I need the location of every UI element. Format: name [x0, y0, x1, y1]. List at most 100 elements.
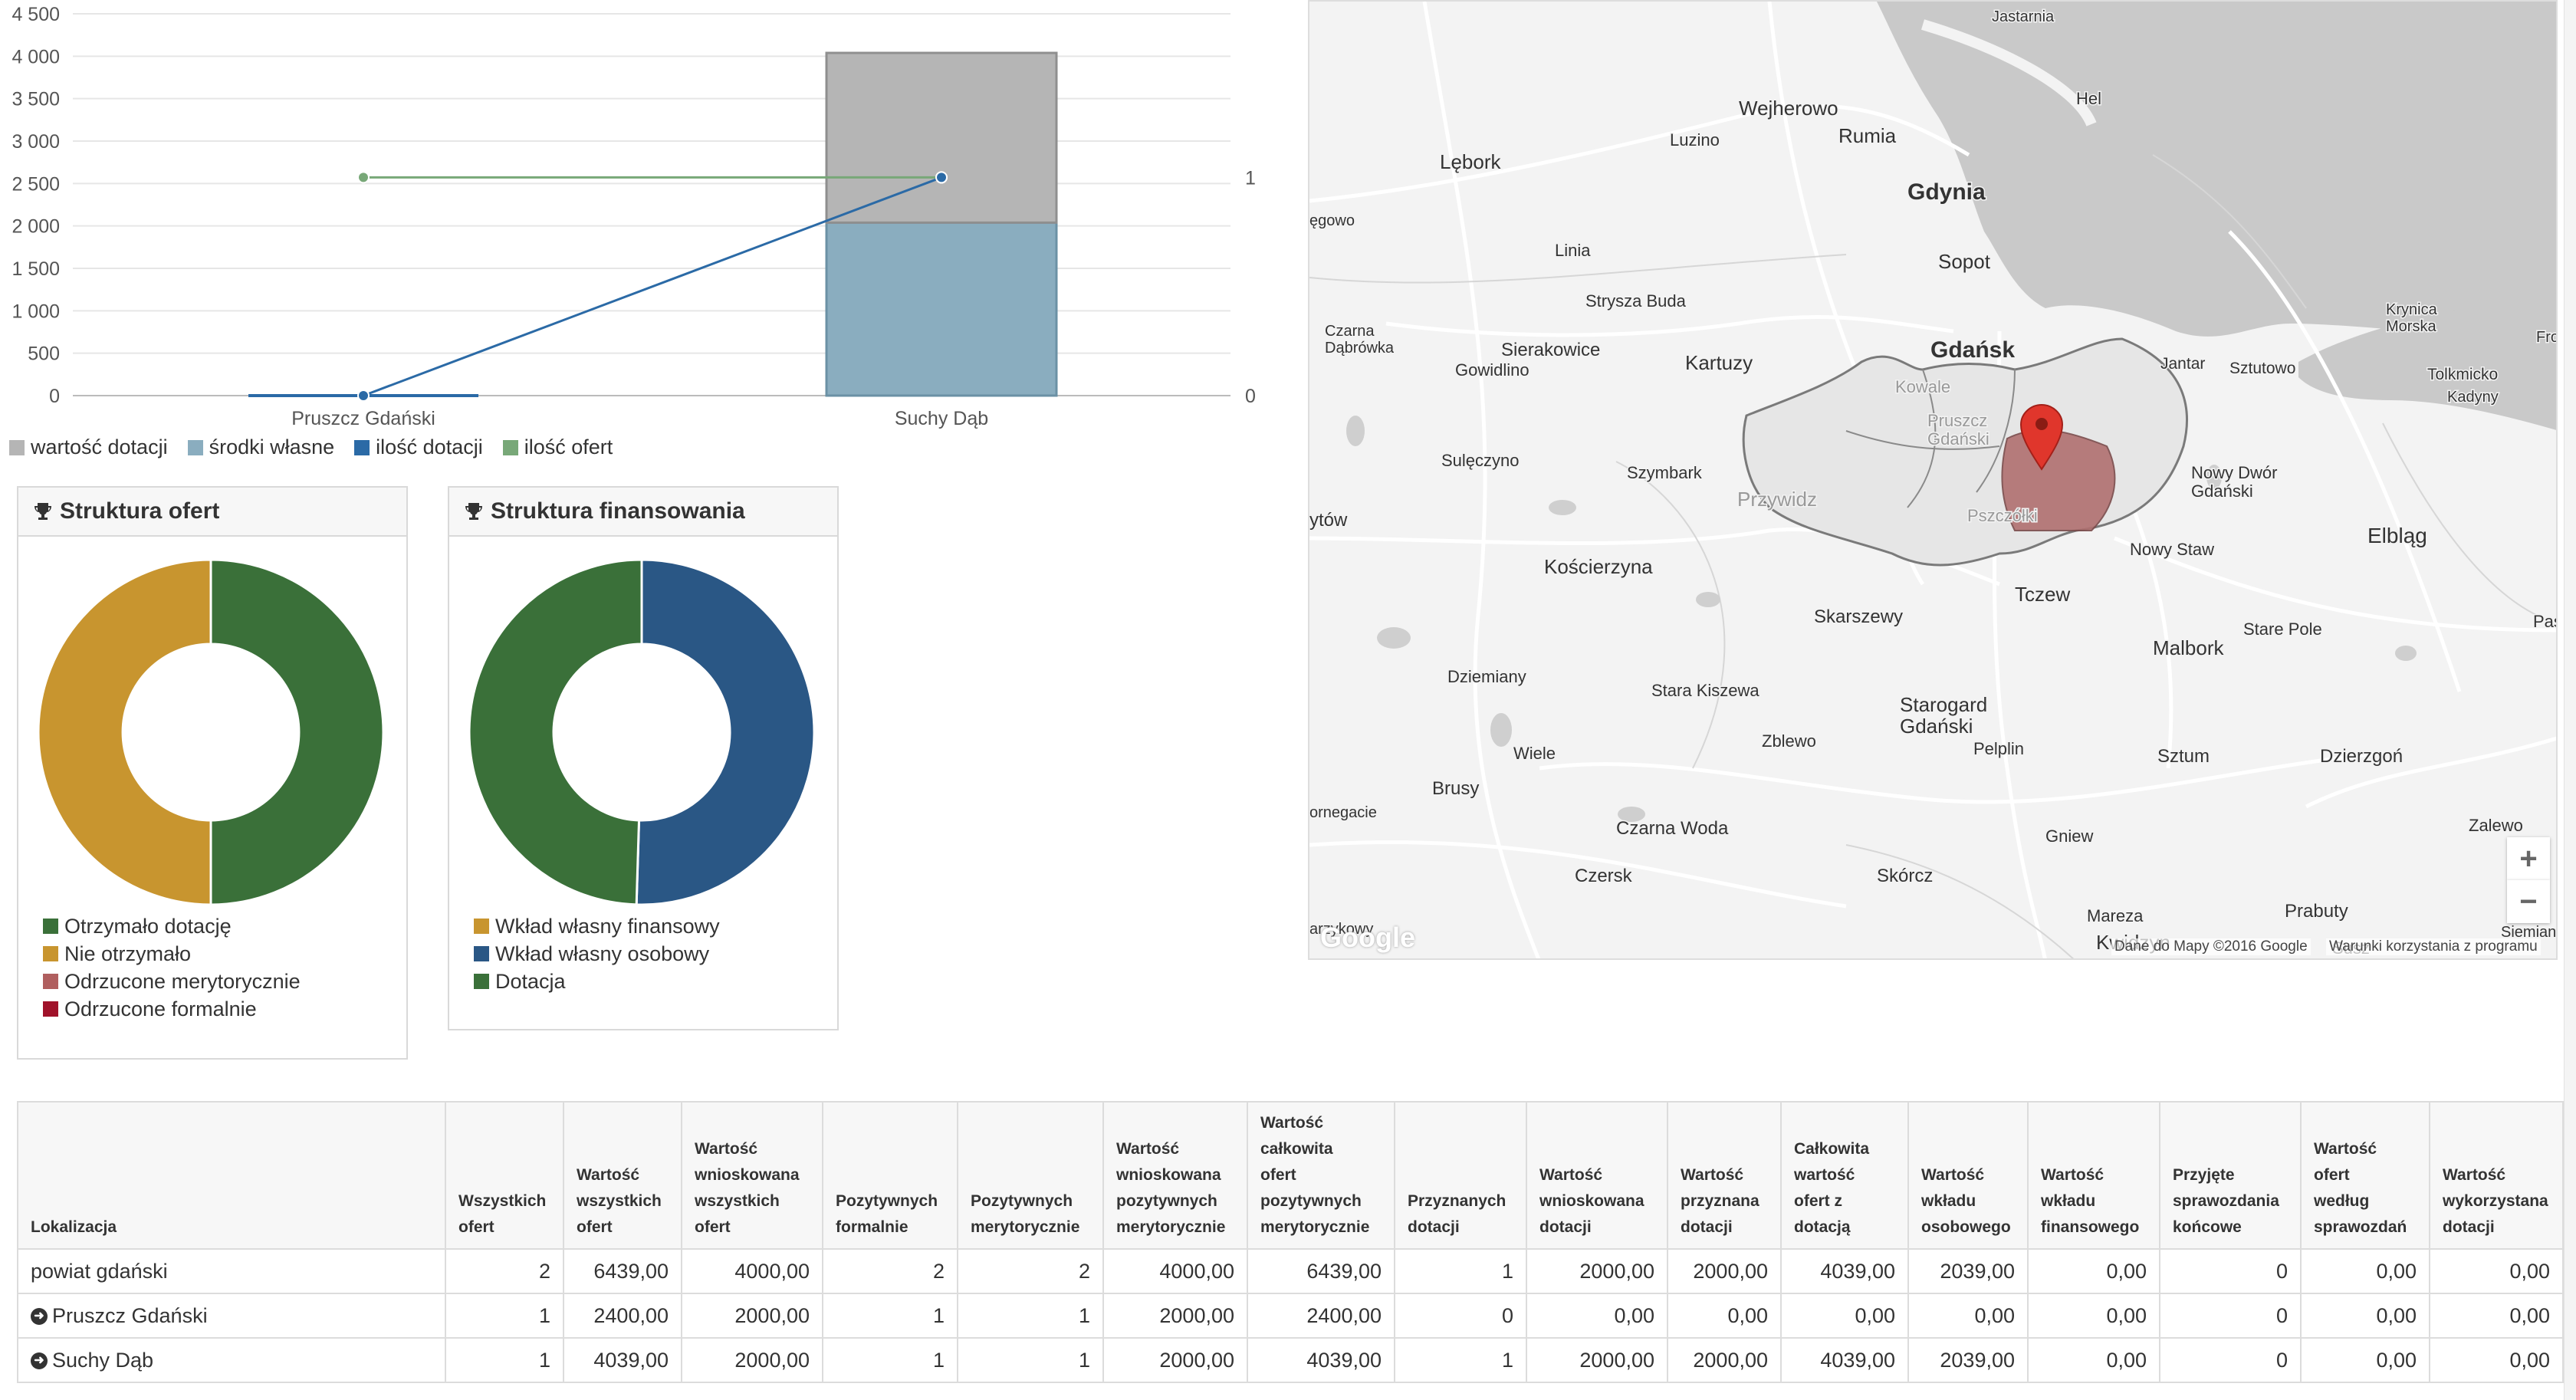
map-place-label: Dzierzgoń [2320, 746, 2403, 767]
value-cell: 2000,00 [1102, 1293, 1248, 1339]
map-place-label: Malbork [2153, 636, 2224, 659]
value-cell: 2400,00 [1247, 1293, 1395, 1339]
column-header[interactable]: Lokalizacja [17, 1101, 446, 1250]
zoom-out-button[interactable]: − [2507, 880, 2550, 923]
value-cell: 0 [2159, 1337, 2302, 1383]
legend-item[interactable]: Wkład własny osobowy [474, 940, 720, 968]
table-row: ➜ Suchy Dąb 1 4039,00 2000,00 1 1 2000,00 4039,0… [17, 1337, 2564, 1383]
expand-arrow-icon[interactable]: ➜ [31, 1352, 48, 1370]
trophy-icon [465, 503, 482, 520]
location-cell[interactable]: ➜ Suchy Dąb [17, 1337, 446, 1383]
value-cell: 2000,00 [1667, 1248, 1782, 1294]
value-cell: 2039,00 [1907, 1337, 2029, 1383]
legend-item[interactable]: Wkład własny finansowy [474, 912, 720, 940]
legend-item[interactable]: ilość ofert [502, 435, 613, 459]
donut-slice[interactable] [635, 558, 816, 906]
map-place-label: Kowale [1895, 377, 1950, 396]
donut-slice[interactable] [209, 558, 385, 906]
chart-legend: wartość dotacji środki własne ilość dotacj… [9, 435, 613, 459]
map-place-label: ęgowo [1309, 212, 1355, 229]
legend-item[interactable]: Nie otrzymało [43, 940, 301, 968]
column-header[interactable]: Wartość wnioskowana wszystkich ofert [681, 1101, 823, 1250]
cell-text: 2039,00 [1940, 1348, 2015, 1372]
value-cell: 0,00 [2027, 1337, 2160, 1383]
legend-swatch [187, 439, 203, 455]
financing-structure-title: Struktura finansowania [491, 498, 745, 524]
cell-text: 0 [2275, 1259, 2288, 1283]
map-place-label: Jastarnia [1992, 8, 2055, 25]
cell-text: 2400,00 [1306, 1303, 1382, 1327]
column-header[interactable]: Wartość wkładu osobowego [1907, 1101, 2029, 1250]
y-right-tick-label: 0 [1245, 386, 1256, 407]
map-place-label: Siemiany [2501, 924, 2558, 941]
x-tick-label: Suchy Dąb [895, 408, 988, 429]
column-header[interactable]: Pozytywnych formalnie [822, 1101, 958, 1250]
location-marker[interactable] [2019, 403, 2064, 471]
value-cell: 2000,00 [1102, 1337, 1248, 1383]
map-place-label: Nowy Dwór [2191, 463, 2277, 482]
legend-swatch [474, 946, 489, 961]
trophy-icon [34, 503, 51, 520]
location-cell[interactable]: ➜ Pruszcz Gdański [17, 1293, 446, 1339]
column-header[interactable]: Całkowita wartość ofert z dotacją [1780, 1101, 1909, 1250]
cell-text: 2000,00 [1579, 1348, 1654, 1372]
column-header[interactable]: Pozytywnych merytorycznie [957, 1101, 1104, 1250]
donut-slice[interactable] [468, 558, 643, 906]
legend-item[interactable]: środki własne [187, 435, 335, 459]
column-header[interactable]: Wartość wnioskowana dotacji [1526, 1101, 1668, 1250]
map-place-label: Sztum [2157, 746, 2210, 767]
donut-slice[interactable] [37, 558, 212, 906]
map[interactable]: Jastarnia Hel Wejherowo Rumia Luzino Lębork Gd… [1308, 0, 2558, 960]
cell-text: 0,00 [1727, 1303, 1768, 1327]
column-header[interactable]: Wartość wnioskowana pozytywnych merytoryczn… [1102, 1101, 1248, 1250]
y-left-tick-label: 0 [49, 386, 60, 407]
value-cell: 0,00 [1667, 1293, 1782, 1339]
cell-text: 0,00 [1614, 1303, 1654, 1327]
value-cell: 1 [445, 1337, 564, 1383]
column-header[interactable]: Wartość ofert według sprawozdań [2300, 1101, 2430, 1250]
cell-text: 2000,00 [1159, 1303, 1234, 1327]
legend-item[interactable]: Odrzucone formalnie [43, 995, 301, 1023]
cell-text: 1 [1078, 1348, 1090, 1372]
column-header[interactable]: Wartość wkładu finansowego [2027, 1101, 2160, 1250]
cell-text: 1 [1501, 1259, 1513, 1283]
column-header[interactable]: Przyjęte sprawozdania końcowe [2159, 1101, 2302, 1250]
legend-swatch [43, 919, 58, 934]
financing-structure-legend: Wkład własny finansowy Wkład własny osobo… [474, 912, 720, 995]
cell-text: 1 [932, 1303, 945, 1327]
expand-arrow-icon[interactable]: ➜ [31, 1308, 48, 1326]
y-right-tick-label: 1 [1245, 167, 1256, 189]
legend-item[interactable]: ilość dotacji [354, 435, 483, 459]
column-header[interactable]: Wartość przyznana dotacji [1667, 1101, 1782, 1250]
map-place-label: ornegacie [1309, 804, 1377, 821]
value-cell: 4039,00 [1780, 1248, 1909, 1294]
value-cell: 0,00 [1907, 1293, 2029, 1339]
cell-text: 0,00 [2106, 1348, 2147, 1372]
column-header[interactable]: Wartość całkowita ofert pozytywnych merytory… [1247, 1101, 1395, 1250]
map-attribution: Dane do Mapy ©2016 Google [2111, 938, 2311, 955]
cell-text: 2000,00 [734, 1348, 810, 1372]
value-cell: 1 [957, 1293, 1104, 1339]
column-header[interactable]: Wartość wszystkich ofert [563, 1101, 682, 1250]
y-left-tick-label: 4 500 [12, 4, 60, 25]
map-terms-link[interactable]: Warunki korzystania z programu [2326, 938, 2541, 955]
page-scrollbar[interactable] [2564, 0, 2576, 1400]
y-left-tick-label: 2 000 [12, 216, 60, 238]
statistics-table: Lokalizacja Wszystkich ofert Wartość wszystk… [17, 1101, 2564, 1383]
legend-label: środki własne [209, 435, 335, 458]
legend-item[interactable]: wartość dotacji [9, 435, 168, 459]
value-cell: 1 [1394, 1337, 1527, 1383]
map-place-label: Wiele [1513, 744, 1556, 763]
column-header[interactable]: Wszystkich ofert [445, 1101, 564, 1250]
y-left-tick-label: 4 000 [12, 46, 60, 67]
legend-label: wartość dotacji [31, 435, 168, 458]
map-place-label: Wejherowo [1739, 97, 1838, 120]
legend-item[interactable]: Dotacja [474, 968, 720, 995]
legend-item[interactable]: Odrzucone merytorycznie [43, 968, 301, 995]
map-place-label: Gdański [1927, 429, 1990, 449]
zoom-in-button[interactable]: + [2507, 837, 2550, 880]
legend-item[interactable]: Otrzymało dotację [43, 912, 301, 940]
column-header[interactable]: Przyznanych dotacji [1394, 1101, 1527, 1250]
column-header[interactable]: Wartość wykorzystana dotacji [2429, 1101, 2564, 1250]
